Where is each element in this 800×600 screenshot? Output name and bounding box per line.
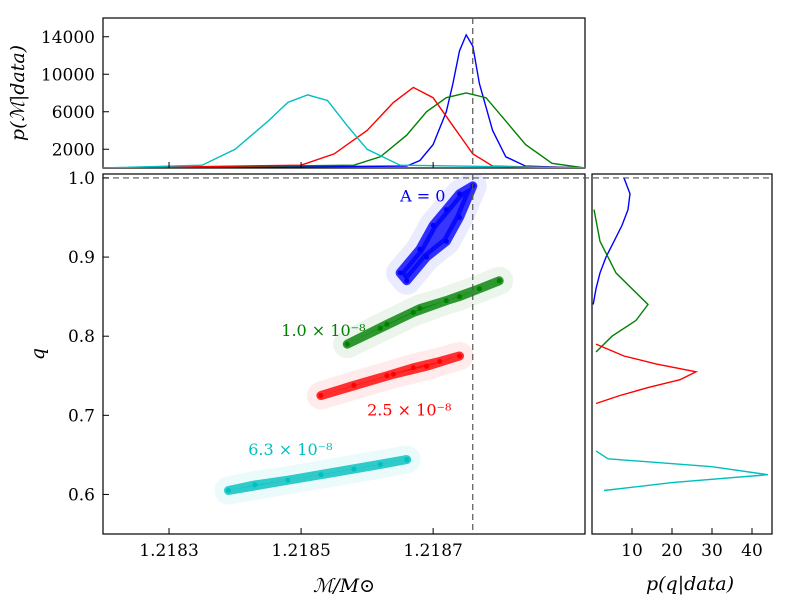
series-annotation: 1.0 × 10⁻⁸ <box>281 321 365 340</box>
scatter-point <box>437 359 443 364</box>
x-axis-label: ℳ/M⊙ <box>313 575 375 597</box>
right-x-tick-label: 40 <box>741 541 763 561</box>
scatter-point <box>496 278 502 284</box>
scatter-point <box>430 222 436 228</box>
series-annotation: 6.3 × 10⁻⁸ <box>248 440 332 459</box>
top-histogram-layer <box>103 33 585 168</box>
scatter-point <box>404 278 410 284</box>
right-histogram-frame <box>591 173 773 535</box>
scatter-core <box>224 455 412 495</box>
scatter-point <box>457 294 462 300</box>
x-tick-label: 1.2183 <box>139 541 198 561</box>
scatter-point <box>443 207 449 213</box>
scatter-point <box>384 321 390 327</box>
scatter-point <box>377 325 383 331</box>
top-hist-series-1 <box>103 92 585 168</box>
y-tick-label: 0.9 <box>68 248 95 268</box>
scatter-point <box>457 215 462 220</box>
right-hist-series-1 <box>593 209 649 353</box>
scatter-point <box>384 373 390 379</box>
scatter-core <box>342 276 504 349</box>
right-x-tick-label: 30 <box>701 541 723 561</box>
main-scatter-frame <box>102 173 586 535</box>
scatter-point <box>404 457 410 463</box>
series-annotation: A = 0 <box>399 187 445 206</box>
scatter-point <box>417 246 423 252</box>
y-tick-label: 0.6 <box>68 485 95 505</box>
scatter-point <box>424 254 429 260</box>
top-histogram-frame <box>102 17 586 169</box>
right-x-tick-label: 10 <box>621 541 643 561</box>
top-y-tick-label: 10000 <box>41 65 95 85</box>
top-hist-series-2 <box>103 86 585 168</box>
scatter-series-3 <box>214 445 421 505</box>
scatter-point <box>410 365 416 371</box>
scatter-point <box>424 363 429 369</box>
right-hist-series-0 <box>592 177 631 305</box>
y-tick-label: 1.0 <box>68 169 95 189</box>
scatter-point <box>318 472 324 478</box>
scatter-point <box>344 341 350 347</box>
scatter-series-2 <box>306 342 474 410</box>
scatter-point <box>410 310 416 315</box>
top-y-axis-label: p(ℳ|data) <box>7 45 29 141</box>
series-annotation: 2.5 × 10⁻⁸ <box>367 400 451 419</box>
y-tick-label: 0.8 <box>68 327 95 347</box>
top-y-tick-label: 6000 <box>52 103 95 123</box>
scatter-point <box>443 238 449 244</box>
scatter-point <box>252 482 258 488</box>
scatter-point <box>351 382 357 388</box>
right-histogram-layer <box>592 177 769 492</box>
right-hist-series-2 <box>595 343 699 405</box>
right-x-tick-label: 20 <box>661 541 683 561</box>
scatter-point <box>318 393 324 398</box>
x-tick-label: 1.2185 <box>271 541 330 561</box>
scatter-point <box>351 466 357 472</box>
y-axis-label: q <box>27 348 49 360</box>
top-hist-series-3 <box>103 94 585 168</box>
top-hist-series-0 <box>103 33 585 168</box>
x-tick-label: 1.2187 <box>403 541 462 561</box>
scatter-point <box>397 270 403 276</box>
scatter-point <box>391 371 396 377</box>
scatter-point <box>417 306 423 311</box>
scatter-series-1 <box>333 266 514 359</box>
scatter-point <box>377 461 383 467</box>
right-hist-series-3 <box>595 450 769 492</box>
y-tick-label: 0.7 <box>68 406 95 426</box>
scatter-point <box>476 286 482 292</box>
scatter-point <box>443 298 449 304</box>
scatter-point <box>226 488 231 493</box>
scatter-point <box>457 191 462 197</box>
scatter-point <box>285 477 291 483</box>
top-y-tick-label: 2000 <box>52 140 95 160</box>
axes-layer: A = 0 1.0 × 10⁻⁸ 2.5 × 10⁻⁸ 6.3 × 10⁻⁸ 1.218… <box>41 18 772 561</box>
right-x-axis-label: p(q|data) <box>646 573 734 595</box>
scatter-point <box>457 353 462 359</box>
top-y-tick-label: 14000 <box>41 28 95 48</box>
